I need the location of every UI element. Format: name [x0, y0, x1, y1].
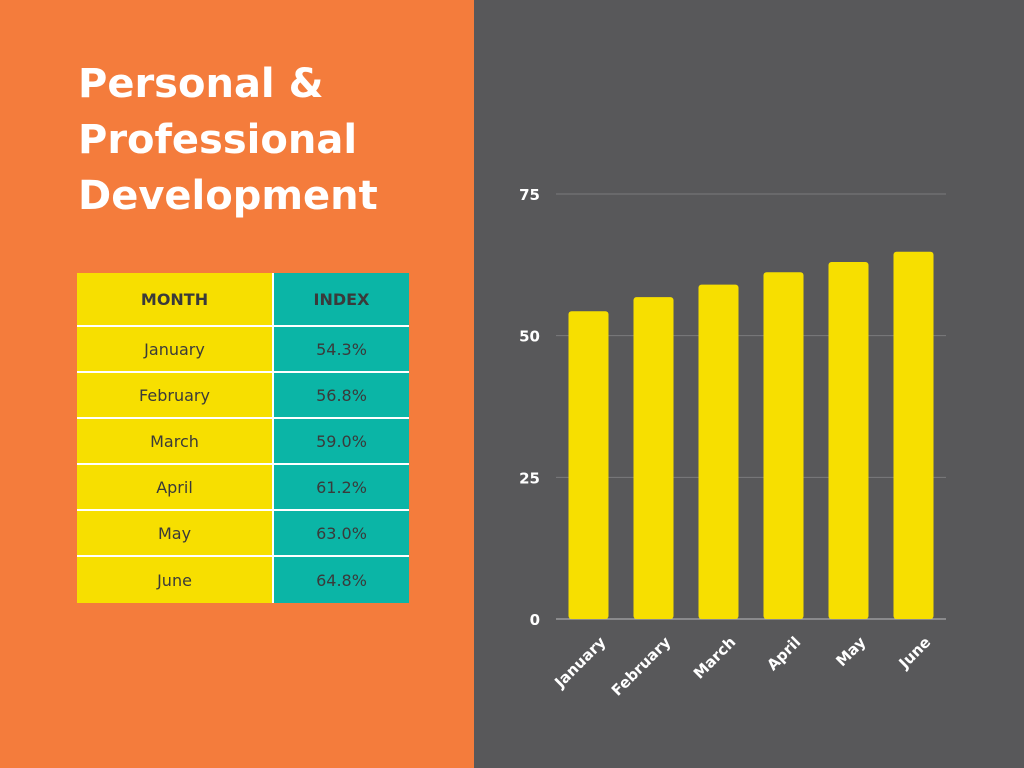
bar — [828, 262, 869, 619]
x-tick-label: April — [763, 633, 804, 674]
x-tick-label: February — [608, 633, 675, 700]
title-line-3: Development — [78, 173, 378, 219]
index-cell: 61.2% — [273, 464, 409, 511]
data-table: MONTH INDEX January 54.3% February 56.8%… — [77, 273, 409, 603]
index-cell: 64.8% — [273, 556, 409, 603]
y-tick-label: 50 — [519, 328, 540, 346]
bar — [568, 311, 609, 619]
table-row: January 54.3% — [77, 326, 409, 373]
month-cell: March — [77, 418, 274, 465]
table-header-row: MONTH INDEX — [77, 273, 409, 327]
index-column-header: INDEX — [273, 273, 409, 327]
y-tick-label: 0 — [530, 611, 540, 629]
month-cell: February — [77, 372, 274, 419]
x-tick-label: January — [550, 633, 609, 692]
bar — [698, 284, 739, 619]
month-column-header: MONTH — [77, 273, 274, 327]
table-row: March 59.0% — [77, 418, 409, 465]
page-title: Personal & Professional Development — [78, 56, 458, 224]
table-row: February 56.8% — [77, 372, 409, 419]
index-cell: 54.3% — [273, 326, 409, 373]
y-tick-label: 25 — [519, 469, 540, 487]
index-cell: 59.0% — [273, 418, 409, 465]
index-cell: 63.0% — [273, 510, 409, 557]
bar — [893, 251, 934, 620]
x-tick-label: June — [895, 633, 935, 673]
month-cell: May — [77, 510, 274, 557]
month-cell: April — [77, 464, 274, 511]
bar — [633, 297, 674, 619]
month-cell: June — [77, 556, 274, 603]
table-row: April 61.2% — [77, 464, 409, 511]
month-cell: January — [77, 326, 274, 373]
y-tick-label: 75 — [519, 186, 540, 204]
x-tick-label: March — [690, 633, 740, 683]
x-tick-label: May — [832, 633, 869, 670]
index-cell: 56.8% — [273, 372, 409, 419]
table-row: June 64.8% — [77, 556, 409, 603]
title-line-2: Professional — [78, 117, 358, 163]
bar — [763, 272, 804, 619]
title-line-1: Personal & — [78, 61, 324, 107]
table-row: May 63.0% — [77, 510, 409, 557]
